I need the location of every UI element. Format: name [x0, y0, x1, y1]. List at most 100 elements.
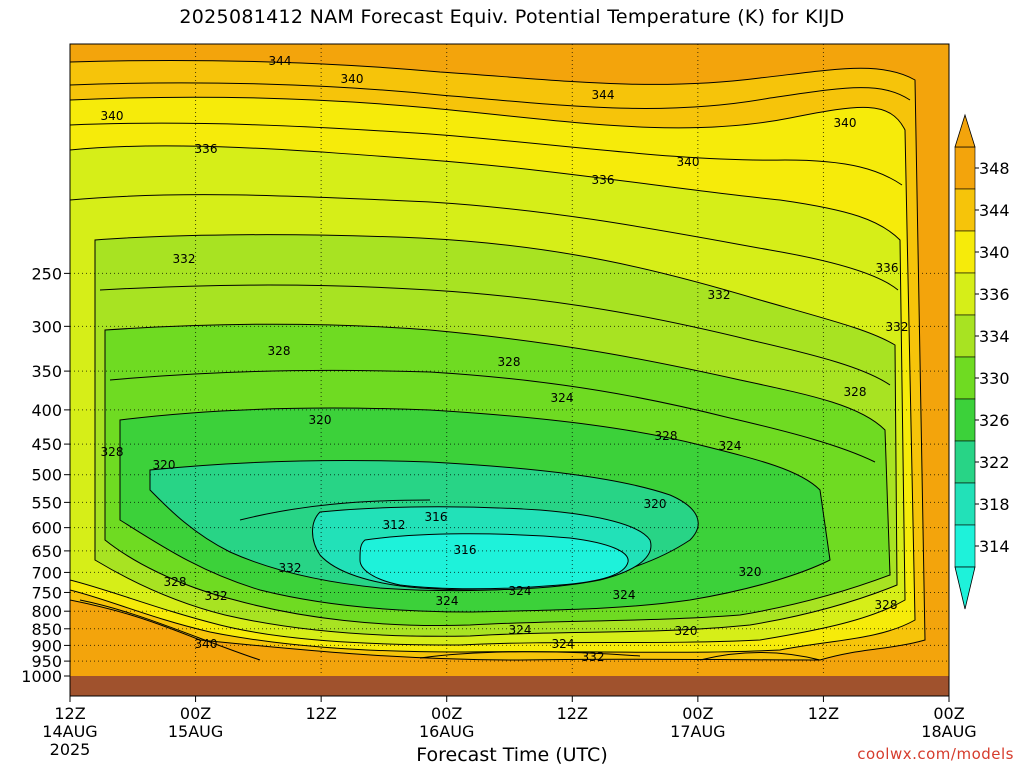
- contour-line: [419, 651, 641, 659]
- contour-value-label: 320: [675, 624, 698, 638]
- contour-line: [70, 194, 899, 291]
- source-credit: coolwx.com/models: [857, 745, 1014, 763]
- colorbar-label: 340: [979, 243, 1010, 262]
- colorbar-top-arrow: [954, 113, 976, 148]
- y-tick-label: 750: [31, 583, 62, 602]
- contour-value-label: 340: [677, 155, 700, 169]
- colorbar-bottom-arrow: [954, 566, 976, 610]
- contour-value-label: 324: [613, 588, 636, 602]
- contour-value-label: 320: [309, 413, 332, 427]
- y-tick-label: 400: [31, 401, 62, 420]
- y-tick-label: 850: [31, 620, 62, 639]
- chart-title: 2025081412 NAM Forecast Equiv. Potential…: [179, 6, 845, 28]
- x-tick-hour: 12Z: [808, 704, 839, 723]
- contour-value-label: 324: [436, 594, 459, 608]
- contour-line: [239, 499, 431, 521]
- contour-value-label: 336: [592, 173, 615, 187]
- field-band-c312: [359, 533, 629, 590]
- y-tick-label: 900: [31, 636, 62, 655]
- contour-value-label: 328: [655, 429, 678, 443]
- contour-value-label: 328: [875, 598, 898, 612]
- contour-value-label: 344: [592, 88, 615, 102]
- contour-line: [699, 652, 821, 661]
- x-tick-hour: 00Z: [180, 704, 211, 723]
- colorbar-swatch: [954, 188, 976, 232]
- y-tick-label: 250: [31, 264, 62, 283]
- contour-line: [79, 599, 261, 661]
- contour-value-label: 328: [268, 344, 291, 358]
- contour-value-label: 336: [876, 261, 899, 275]
- colorbar-swatch: [954, 440, 976, 484]
- colorbar: 348 344 340 336 334 330 326 322 318 314: [954, 113, 1010, 610]
- x-tick-hour: 00Z: [933, 704, 964, 723]
- colorbar-label: 330: [979, 369, 1010, 388]
- contour-value-label: 340: [195, 637, 218, 651]
- ground-below-surface: [70, 676, 949, 696]
- colorbar-label: 318: [979, 495, 1010, 514]
- colorbar-label: 348: [979, 159, 1010, 178]
- contour-value-label: 332: [173, 252, 196, 266]
- contour-value-label: 324: [552, 637, 575, 651]
- contour-line: [109, 369, 876, 463]
- colorbar-label: 322: [979, 453, 1010, 472]
- colorbar-swatch: [954, 146, 976, 190]
- contour-value-label: 328: [498, 355, 521, 369]
- colorbar-label: 336: [979, 285, 1010, 304]
- colorbar-label: 344: [979, 201, 1010, 220]
- y-tick-label: 600: [31, 519, 62, 538]
- contour-value-label: 324: [551, 391, 574, 405]
- contour-value-label: 344: [269, 54, 292, 68]
- y-tick-label: 500: [31, 466, 62, 485]
- contour-line: [99, 284, 891, 386]
- contour-value-label: 340: [834, 116, 857, 130]
- contour-value-label: 332: [279, 561, 302, 575]
- x-tick-date: 17AUG: [670, 722, 725, 741]
- y-tick-label: 950: [31, 652, 62, 671]
- x-axis-label: Forecast Time (UTC): [416, 744, 608, 766]
- y-tick-label: 550: [31, 493, 62, 512]
- x-tick-date: 14AUG: [42, 722, 97, 741]
- y-tick-label: 1000: [21, 667, 62, 686]
- x-tick-date: 15AUG: [168, 722, 223, 741]
- colorbar-swatch: [954, 230, 976, 274]
- contour-line: [70, 122, 903, 186]
- contour-value-label: 328: [844, 385, 867, 399]
- y-axis-ticks: 2503003504004505005506006507007508008509…: [21, 264, 70, 686]
- contour-value-label: 324: [509, 584, 532, 598]
- colorbar-swatch: [954, 482, 976, 526]
- colorbar-swatch: [954, 398, 976, 442]
- colorbar-label: 326: [979, 411, 1010, 430]
- contour-value-label: 316: [425, 510, 448, 524]
- x-tick-hour: 00Z: [431, 704, 462, 723]
- y-tick-label: 350: [31, 362, 62, 381]
- colorbar-swatch: [954, 314, 976, 358]
- x-tick-hour: 00Z: [682, 704, 713, 723]
- contour-value-label: 332: [886, 320, 909, 334]
- contour-value-label: 320: [153, 458, 176, 472]
- contour-value-label: 328: [164, 575, 187, 589]
- contour-value-label: 316: [454, 543, 477, 557]
- contour-value-label: 320: [644, 497, 667, 511]
- y-tick-label: 700: [31, 563, 62, 582]
- x-tick-year: 2025: [50, 740, 91, 759]
- contour-value-label: 312: [383, 518, 406, 532]
- contour-value-label: 328: [101, 445, 124, 459]
- x-tick-date: 18AUG: [921, 722, 976, 741]
- contour-value-label: 336: [195, 142, 218, 156]
- y-tick-label: 800: [31, 602, 62, 621]
- contour-value-label: 332: [205, 589, 228, 603]
- x-tick-hour: 12Z: [54, 704, 85, 723]
- ground-strip: [70, 676, 949, 696]
- x-tick-date: 16AUG: [419, 722, 474, 741]
- contour-value-label: 340: [341, 72, 364, 86]
- y-tick-label: 450: [31, 435, 62, 454]
- contour-value-label: 320: [739, 565, 762, 579]
- contour-value-label: 324: [719, 439, 742, 453]
- contour-labels: 344 340 344 340 340 336 340 336 332 336 332 332 328 3…: [101, 54, 909, 664]
- grid-lines: [70, 44, 949, 676]
- colorbar-swatch: [954, 524, 976, 568]
- colorbar-swatch: [954, 356, 976, 400]
- x-tick-hour: 12Z: [557, 704, 588, 723]
